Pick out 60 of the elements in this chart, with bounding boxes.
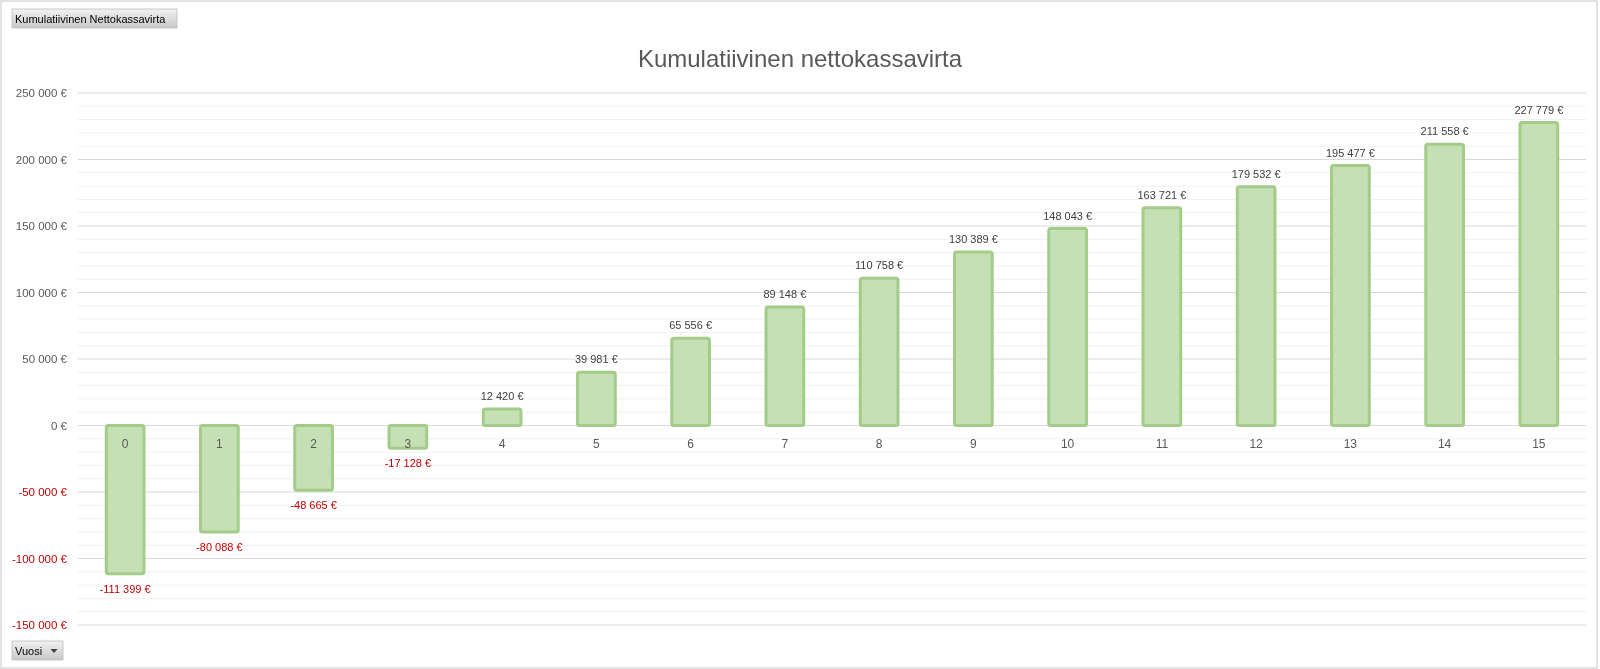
x-tick-label: 0 [121, 436, 129, 451]
bar [199, 424, 240, 534]
bar [104, 424, 146, 576]
x-tick-label: 7 [781, 436, 789, 451]
x-tick-label: 6 [687, 436, 695, 451]
data-label: 211 558 € [1420, 125, 1469, 138]
y-tick-label: 150 000 € [15, 220, 68, 233]
bar [858, 276, 900, 427]
data-label: -17 128 € [384, 457, 432, 470]
y-tick-label: 0 € [51, 419, 68, 432]
data-label: -111 399 € [99, 582, 151, 595]
x-tick-label: 12 [1249, 436, 1264, 451]
bar [1424, 142, 1465, 427]
x-tick-label: 15 [1532, 436, 1546, 451]
bar [670, 336, 711, 427]
data-label: 130 389 € [948, 233, 998, 246]
data-label: 110 758 € [855, 259, 904, 272]
y-tick-label: 50 000 € [22, 353, 68, 366]
y-tick-label: 100 000 € [15, 286, 68, 299]
x-tick-label: 11 [1155, 436, 1169, 451]
x-tick-label: 4 [498, 436, 506, 451]
text: Kumulatiivinen Nettokassavirta [15, 12, 167, 25]
bar [953, 250, 994, 427]
data-label: 195 477 € [1325, 146, 1375, 159]
bar [764, 305, 806, 427]
x-tick-label: 9 [970, 436, 978, 451]
y-tick-label: 200 000 € [15, 153, 68, 166]
data-label: 65 556 € [669, 319, 713, 332]
bar [1141, 206, 1183, 427]
x-tick-label: 10 [1060, 436, 1075, 451]
y-tick-label: -100 000 € [12, 552, 68, 565]
x-tick-label: 3 [404, 436, 412, 451]
x-tick-label: 1 [216, 436, 224, 451]
data-label: 12 420 € [480, 389, 524, 402]
y-tick-label: 250 000 € [15, 87, 68, 100]
x-tick-label: 13 [1343, 436, 1358, 451]
bar [576, 370, 617, 427]
chart-title: Kumulatiivinen nettokassavirta [637, 45, 963, 72]
x-tick-label: 8 [875, 436, 883, 451]
x-tick-label: 2 [310, 436, 318, 451]
data-label: 163 721 € [1137, 188, 1187, 201]
bar [1518, 121, 1560, 427]
data-label: -80 088 € [196, 541, 243, 554]
bar [1330, 164, 1371, 427]
data-label: 179 532 € [1231, 167, 1281, 180]
bar [481, 407, 523, 427]
x-axis-title: Vuosi [15, 645, 43, 657]
x-tick-label: 14 [1437, 436, 1452, 451]
data-label: 148 043 € [1043, 209, 1093, 222]
data-label: -48 665 € [290, 499, 337, 512]
bar [293, 424, 334, 492]
bar [387, 424, 429, 450]
y-tick-label: -150 000 € [12, 619, 68, 632]
data-label: 39 981 € [574, 353, 618, 366]
x-tick-label: 5 [593, 436, 601, 451]
data-label: 89 148 € [763, 287, 807, 300]
bar [1047, 227, 1088, 427]
data-label: 227 779 € [1514, 103, 1564, 116]
y-tick-label: -50 000 € [18, 486, 68, 499]
bar [1235, 185, 1277, 427]
